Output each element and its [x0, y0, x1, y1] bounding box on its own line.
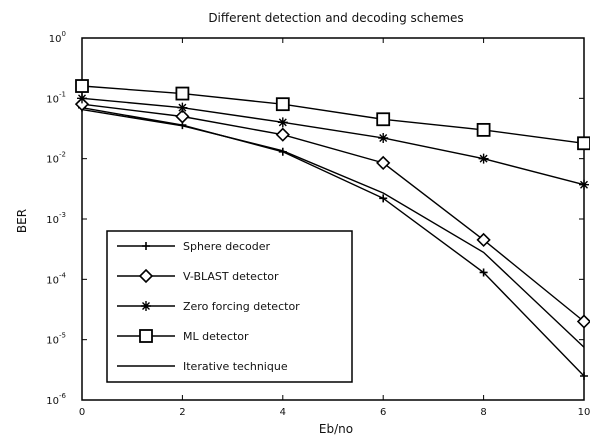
data-point — [476, 232, 491, 248]
series-2 — [77, 93, 589, 190]
data-point — [77, 93, 87, 104]
legend-label: Zero forcing detector — [183, 300, 300, 313]
data-point — [175, 86, 190, 101]
data-point — [580, 371, 588, 380]
series-line — [81, 107, 585, 377]
series-line — [81, 97, 585, 186]
data-point — [277, 117, 288, 128]
legend-marker — [142, 242, 150, 250]
series-3 — [75, 79, 590, 151]
y-tick-exponent: -1 — [59, 90, 66, 98]
series-line — [81, 108, 585, 348]
y-tick-label: 10-5 — [46, 332, 66, 347]
y-tick-label: 10-2 — [46, 151, 66, 166]
data-point — [275, 97, 290, 112]
y-tick-exponent: -4 — [59, 271, 67, 279]
series-line — [81, 103, 585, 323]
y-tick-label: 10-3 — [46, 211, 66, 226]
data-point — [376, 112, 391, 127]
series-4 — [81, 108, 585, 348]
legend-label: Iterative technique — [183, 360, 288, 373]
data-point — [177, 102, 188, 113]
data-point — [275, 127, 290, 142]
x-tick-label: 4 — [280, 407, 286, 418]
y-tick-exponent: -3 — [59, 211, 66, 219]
data-point — [376, 155, 391, 171]
y-tick-exponent: -2 — [59, 151, 66, 159]
data-point — [577, 136, 590, 151]
chart-title: Different detection and decoding schemes — [208, 11, 463, 25]
data-point — [476, 122, 491, 137]
data-point — [478, 153, 489, 164]
data-point — [378, 133, 389, 144]
x-tick-label: 8 — [480, 407, 486, 418]
y-tick-label: 100 — [49, 30, 66, 45]
legend: Sphere decoder V-BLAST detector Zero forci… — [106, 230, 353, 383]
series-1 — [74, 97, 590, 329]
y-tick-label: 10-4 — [46, 271, 66, 286]
legend-label: Sphere decoder — [183, 240, 271, 253]
data-point — [379, 194, 388, 203]
y-axis-label: BER — [15, 209, 29, 233]
y-tick-exponent: 0 — [62, 30, 66, 38]
x-tick-label: 0 — [79, 407, 85, 418]
data-point — [576, 314, 590, 329]
legend-marker — [141, 301, 151, 311]
data-point — [75, 79, 89, 93]
y-tick-label: 10-6 — [46, 392, 66, 407]
x-tick-label: 6 — [380, 407, 386, 418]
x-tick-label: 2 — [179, 407, 185, 418]
y-tick-exponent: -5 — [59, 332, 66, 340]
legend-label: V-BLAST detector — [183, 270, 279, 283]
x-tick-label: 10 — [578, 407, 590, 418]
legend-label: ML detector — [183, 330, 249, 343]
data-point — [479, 268, 488, 277]
legend-marker — [138, 268, 154, 284]
data-point — [579, 179, 589, 190]
data-point — [175, 109, 190, 124]
y-tick-exponent: -6 — [59, 392, 67, 400]
x-axis-label: Eb/no — [319, 422, 353, 436]
legend-marker — [139, 329, 153, 343]
y-tick-label: 10-1 — [46, 90, 66, 105]
series-line — [81, 85, 585, 144]
